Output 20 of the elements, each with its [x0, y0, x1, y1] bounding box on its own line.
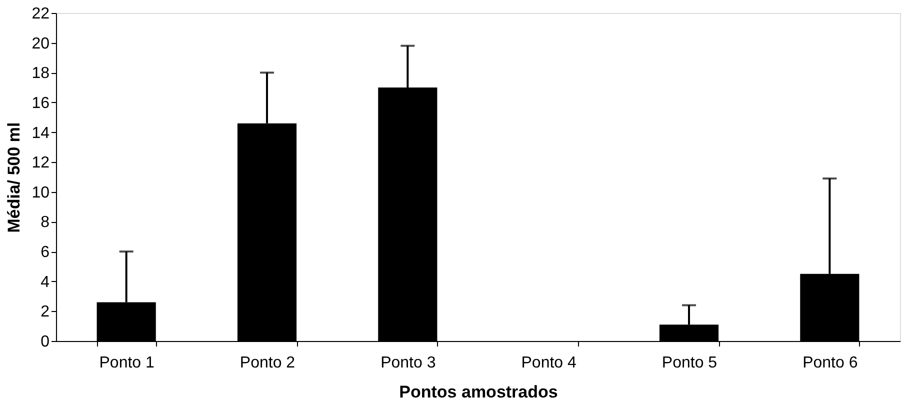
x-tick-label: Ponto 1	[99, 354, 155, 372]
y-tick-label: 12	[32, 154, 50, 172]
y-tick-label: 20	[32, 35, 50, 52]
y-axis-title: Média/ 500 ml	[4, 122, 24, 233]
x-tick-label: Ponto 5	[662, 354, 718, 372]
x-tick-label: Ponto 6	[802, 354, 858, 372]
y-tick-label: 0	[40, 334, 50, 350]
y-tick-label: 8	[40, 214, 50, 232]
y-tick-label: 16	[32, 94, 50, 112]
y-tick-label: 22	[32, 6, 50, 22]
y-tick-label: 14	[32, 124, 50, 142]
y-tick-label: 10	[32, 184, 50, 202]
x-tick-label: Ponto 3	[380, 354, 436, 372]
x-tick-label: Ponto 4	[521, 354, 577, 372]
y-tick-label: 18	[32, 65, 50, 82]
y-tick-label: 2	[40, 304, 50, 321]
x-tick-label: Ponto 2	[240, 354, 296, 372]
x-axis-title: Pontos amostrados	[399, 382, 558, 402]
y-tick-label: 4	[40, 274, 50, 291]
y-tick-label: 6	[40, 244, 50, 262]
